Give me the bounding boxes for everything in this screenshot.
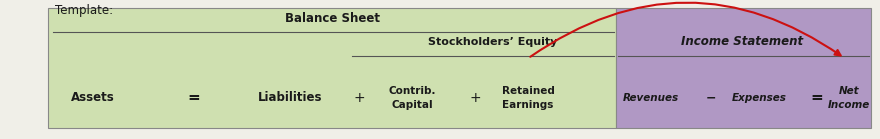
Text: −: − <box>706 91 716 105</box>
Text: =: = <box>187 90 200 106</box>
Text: Income Statement: Income Statement <box>681 35 803 48</box>
Bar <box>48 8 616 128</box>
Text: Stockholders’ Equity: Stockholders’ Equity <box>428 37 558 47</box>
Text: Assets: Assets <box>70 91 114 105</box>
Text: Revenues: Revenues <box>623 93 679 103</box>
Text: Expenses: Expenses <box>732 93 787 103</box>
Text: =: = <box>810 90 823 106</box>
Text: Balance Sheet: Balance Sheet <box>285 12 380 25</box>
Text: Net
Income: Net Income <box>828 86 870 110</box>
Text: Contrib.
Capital: Contrib. Capital <box>388 86 436 110</box>
Bar <box>616 8 871 128</box>
Text: +: + <box>353 91 365 105</box>
Text: Retained
Earnings: Retained Earnings <box>502 86 554 110</box>
Text: Liabilities: Liabilities <box>258 91 323 105</box>
Text: +: + <box>469 91 481 105</box>
Text: Template:: Template: <box>55 4 114 17</box>
